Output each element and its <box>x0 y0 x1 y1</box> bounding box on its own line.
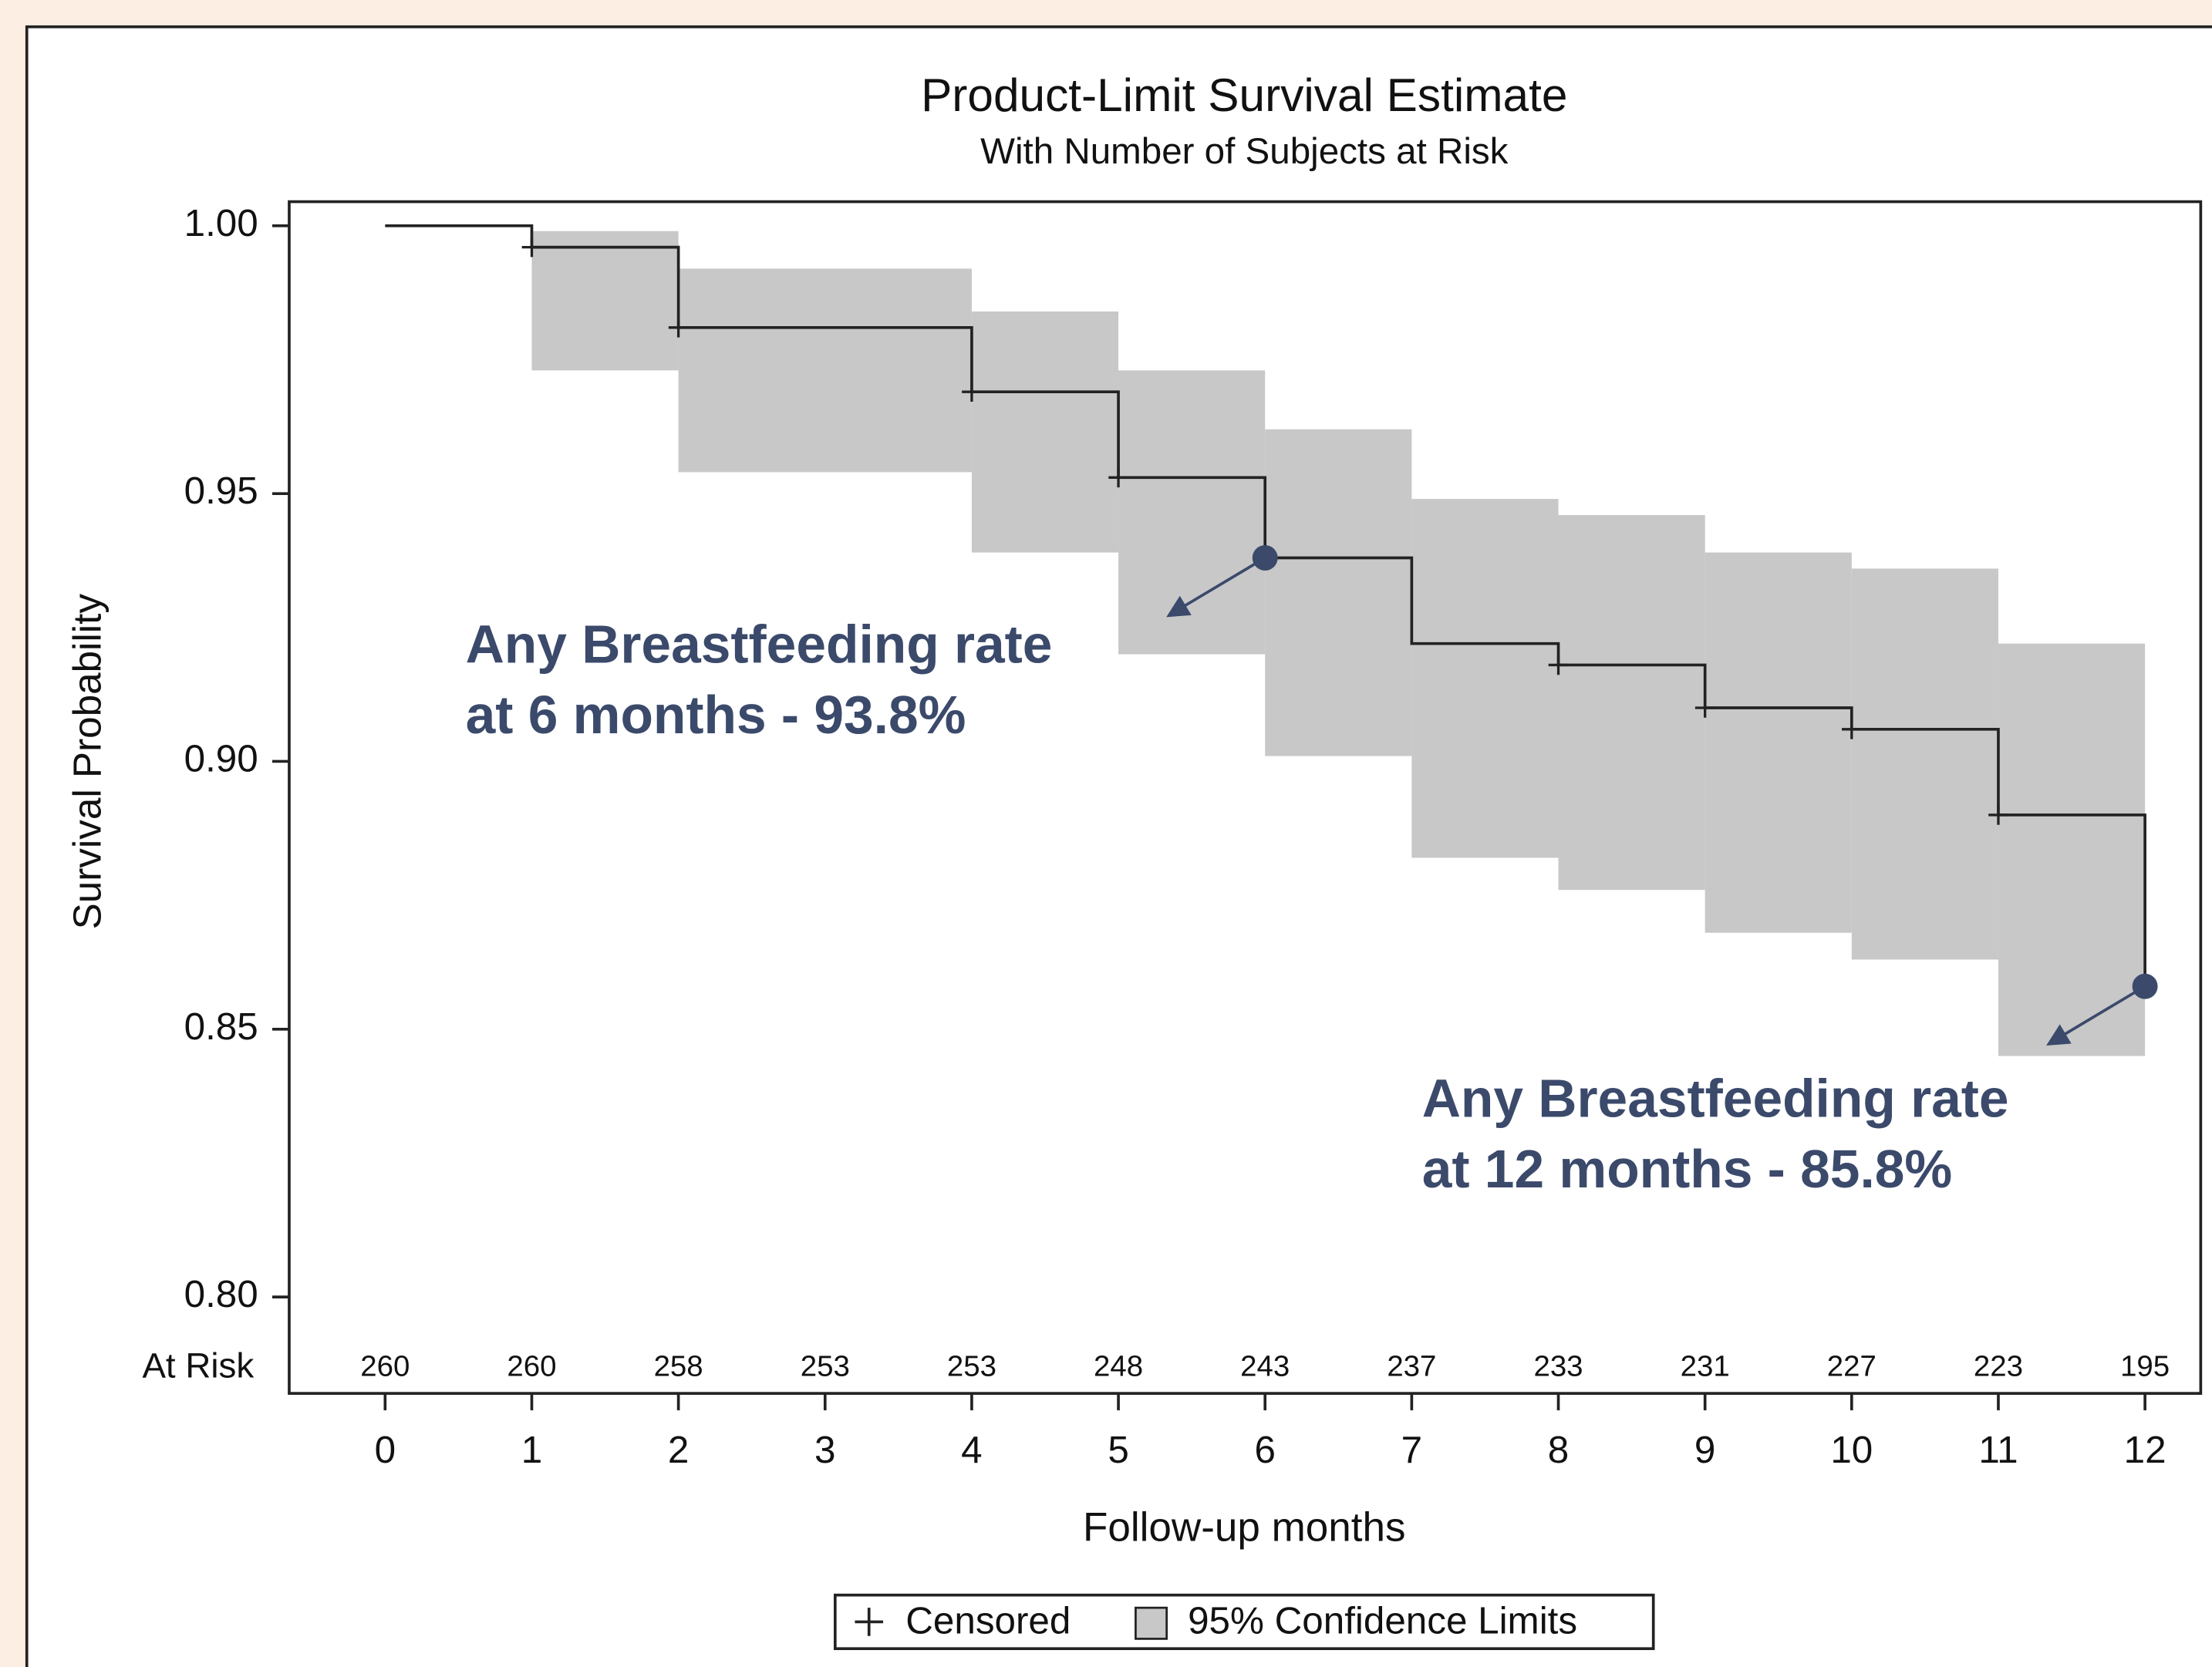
at-risk-count: 258 <box>654 1349 703 1382</box>
y-tick-label: 0.80 <box>184 1273 258 1315</box>
censored-mark <box>1694 698 1715 718</box>
at-risk-count: 231 <box>1681 1349 1730 1382</box>
confidence-band <box>1998 643 2146 1056</box>
plot-frame <box>288 200 2203 1395</box>
x-tick-label: 10 <box>1830 1429 1873 1471</box>
confidence-band <box>1265 429 1412 756</box>
y-tick-label: 0.90 <box>184 738 258 780</box>
legend-label: Censored <box>905 1599 1071 1642</box>
confidence-band <box>1558 514 1705 891</box>
annotation-text: Any Breastfeeding rate <box>1422 1069 2009 1129</box>
x-tick-label: 7 <box>1401 1429 1422 1471</box>
x-axis-label: Follow-up months <box>1083 1505 1406 1551</box>
confidence-band <box>1411 499 1559 858</box>
x-tick-label: 5 <box>1108 1429 1128 1471</box>
y-axis-label: Survival Probability <box>66 594 110 930</box>
annotation-arrow <box>1176 556 1266 611</box>
annotation-text: at 12 months - 85.8% <box>1422 1139 1953 1199</box>
annotation-arrowhead <box>1166 595 1192 618</box>
annotation-text: Any Breastfeeding rate <box>466 615 1053 675</box>
censored-mark <box>1548 655 1569 675</box>
at-risk-count: 260 <box>507 1349 556 1382</box>
at-risk-count: 260 <box>360 1349 410 1382</box>
at-risk-count: 223 <box>1974 1349 2023 1382</box>
annotation-text: at 6 months - 93.8% <box>466 685 966 745</box>
at-risk-count: 195 <box>2120 1349 2170 1382</box>
x-tick-label: 1 <box>521 1429 542 1471</box>
x-tick-label: 4 <box>961 1429 982 1471</box>
at-risk-count: 243 <box>1240 1349 1290 1382</box>
confidence-band <box>971 311 1119 553</box>
censored-mark <box>962 382 982 402</box>
at-risk-count: 237 <box>1387 1349 1436 1382</box>
y-tick-label: 0.95 <box>184 470 258 512</box>
x-tick-label: 2 <box>668 1429 689 1471</box>
x-tick-label: 9 <box>1694 1429 1715 1471</box>
at-risk-count: 227 <box>1827 1349 1876 1382</box>
legend-band-swatch <box>1135 1606 1168 1640</box>
survival-curve <box>385 224 2146 987</box>
annotation-point <box>1252 545 1278 571</box>
censored-mark <box>1988 805 2008 825</box>
confidence-band <box>1851 568 1998 960</box>
censored-mark <box>1842 719 1862 739</box>
x-tick-label: 6 <box>1254 1429 1275 1471</box>
censored-mark <box>668 318 689 338</box>
at-risk-label: At Risk <box>142 1345 254 1385</box>
legend-censored-symbol <box>855 1608 884 1636</box>
confidence-band <box>1705 552 1852 933</box>
y-tick-label: 1.00 <box>184 202 258 244</box>
legend-label: 95% Confidence Limits <box>1188 1599 1577 1642</box>
legend-box <box>833 1593 1655 1651</box>
x-tick-label: 11 <box>1978 1429 2018 1471</box>
x-tick-label: 0 <box>375 1429 396 1471</box>
annotation-point <box>2132 973 2158 999</box>
y-tick-label: 0.85 <box>184 1005 258 1048</box>
at-risk-count: 248 <box>1094 1349 1143 1382</box>
x-tick-label: 8 <box>1548 1429 1569 1471</box>
chart-subtitle: With Number of Subjects at Risk <box>980 131 1509 172</box>
confidence-band <box>531 231 679 371</box>
x-tick-label: 3 <box>814 1429 835 1471</box>
chart-title: Product-Limit Survival Estimate <box>921 69 1567 121</box>
annotation-arrowhead <box>2046 1024 2072 1046</box>
censored-mark <box>521 237 542 258</box>
legend: Censored 95% Confidence Limits <box>833 1593 1655 1651</box>
x-tick-label: 12 <box>2124 1429 2166 1471</box>
annotation-arrow <box>2056 985 2146 1040</box>
censored-mark <box>1108 467 1128 488</box>
confidence-band <box>1118 370 1266 655</box>
at-risk-count: 253 <box>947 1349 996 1382</box>
at-risk-count: 253 <box>801 1349 850 1382</box>
confidence-band <box>678 268 972 473</box>
at-risk-count: 233 <box>1533 1349 1583 1382</box>
